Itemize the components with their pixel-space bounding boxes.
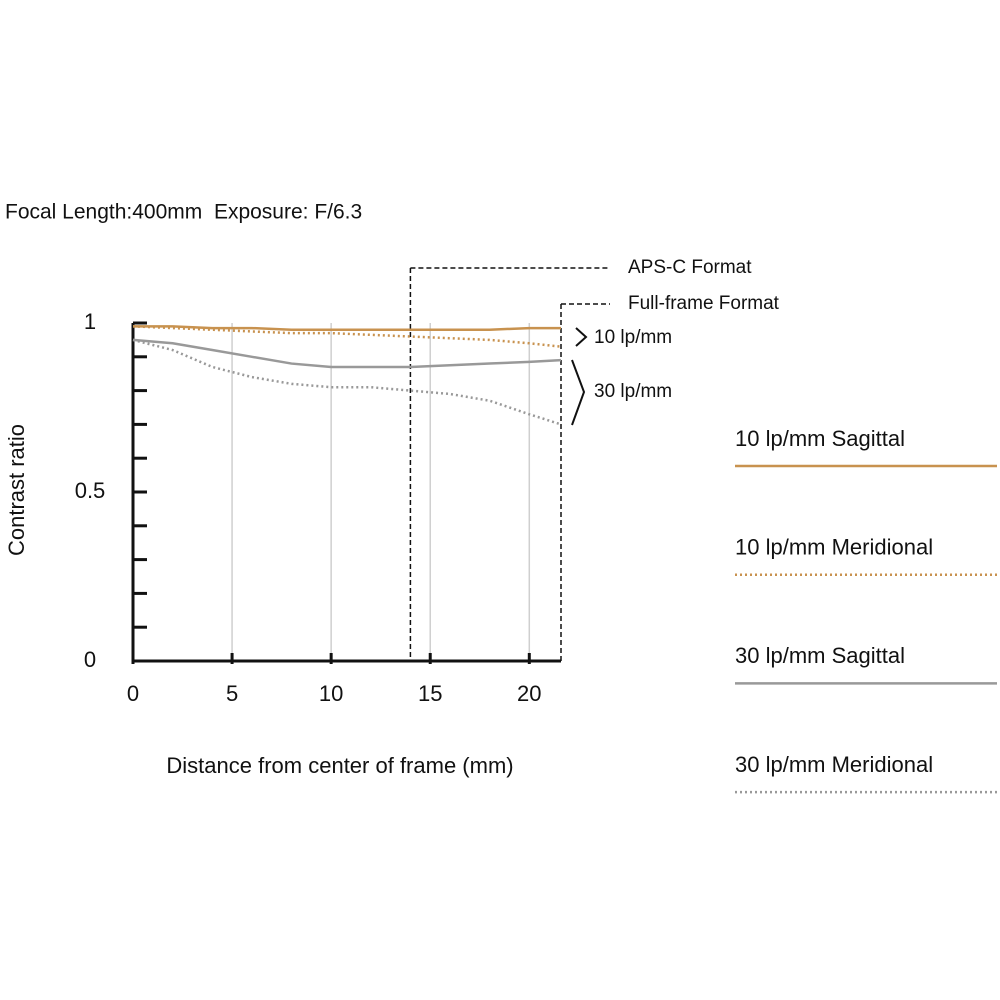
y-tick-label: 1 <box>84 309 96 334</box>
y-axis-label: Contrast ratio <box>4 424 29 556</box>
legend-label: 10 lp/mm Meridional <box>735 535 933 560</box>
format-label: Full-frame Format <box>628 293 780 314</box>
legend-label: 30 lp/mm Meridional <box>735 752 933 777</box>
chart-title: Focal Length:400mm Exposure: F/6.3 <box>5 201 362 224</box>
legend-label: 10 lp/mm Sagittal <box>735 426 905 451</box>
annotation: 10 lp/mm <box>594 327 672 348</box>
x-tick-label: 20 <box>517 681 541 706</box>
x-tick-label: 5 <box>226 681 238 706</box>
x-tick-label: 15 <box>418 681 442 706</box>
y-tick-label: 0.5 <box>75 478 106 503</box>
x-tick-label: 10 <box>319 681 343 706</box>
legend-label: 30 lp/mm Sagittal <box>735 643 905 668</box>
x-tick-label: 0 <box>127 681 139 706</box>
x-axis-label: Distance from center of frame (mm) <box>166 753 513 778</box>
y-tick-label: 0 <box>84 647 96 672</box>
bracket <box>575 327 588 347</box>
series-line <box>133 325 561 332</box>
series-line <box>132 338 562 369</box>
bracket <box>571 359 586 426</box>
annotation: 30 lp/mm <box>594 381 672 402</box>
series-line <box>132 338 562 426</box>
format-label: APS-C Format <box>628 257 752 278</box>
